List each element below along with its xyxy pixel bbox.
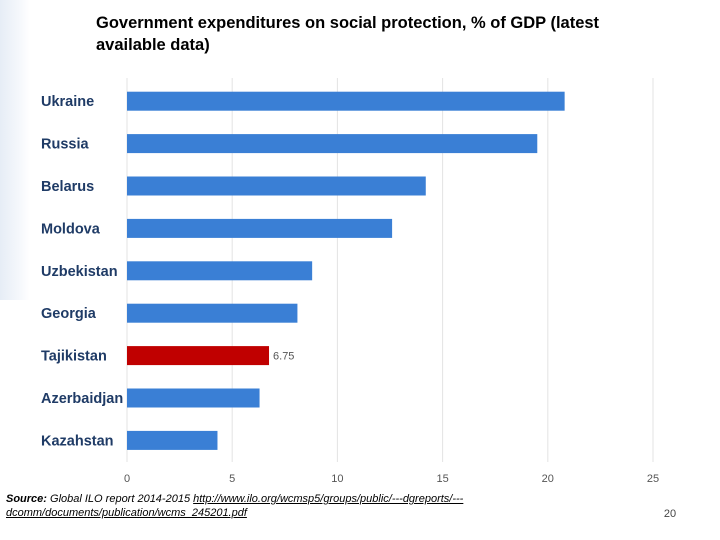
x-tick-label: 0	[124, 473, 130, 485]
data-labels: 6.75	[273, 351, 294, 363]
source-label: Source:	[6, 493, 47, 505]
x-tick-label: 20	[542, 473, 554, 485]
bar-uzbekistan	[127, 261, 313, 281]
page-number: 20	[663, 508, 677, 520]
bar-belarus	[127, 176, 426, 196]
category-label: Belarus	[41, 179, 94, 195]
category-label: Uzbekistan	[41, 264, 118, 280]
bar-tajikistan	[127, 346, 270, 366]
data-label: 6.75	[273, 351, 294, 363]
bar-azerbaidjan	[127, 388, 260, 408]
chart-title: Government expenditures on social protec…	[96, 14, 600, 54]
source-link[interactable]: http://www.ilo.org/wcmsp5/groups/public/…	[6, 493, 464, 519]
bar-georgia	[127, 303, 298, 323]
bar-moldova	[127, 218, 393, 238]
category-labels: Ukraine Russia Belarus Moldova Uzbekistan Geo…	[41, 94, 123, 449]
bars	[127, 91, 565, 450]
x-tick-label: 15	[436, 473, 448, 485]
category-label: Georgia	[41, 306, 97, 322]
category-label: Azerbaidjan	[41, 391, 123, 407]
category-label: Ukraine	[41, 94, 94, 110]
x-axis-tick-labels: 0 5 10 15 20 25	[124, 473, 659, 485]
bar-kazahstan	[127, 430, 218, 450]
category-label: Kazahstan	[41, 433, 114, 449]
x-tick-label: 5	[229, 473, 235, 485]
x-tick-label: 10	[331, 473, 343, 485]
category-label: Tajikistan	[41, 349, 107, 365]
category-label: Russia	[41, 137, 89, 153]
category-label-panel	[30, 80, 126, 460]
bar-ukraine	[127, 91, 565, 111]
category-label: Moldova	[41, 221, 101, 237]
bar-russia	[127, 134, 538, 154]
source-text: Global ILO report 2014-2015	[46, 493, 194, 505]
source-note: Source: Global ILO report 2014-2015 http…	[6, 492, 566, 520]
background-decoration	[0, 0, 30, 300]
x-tick-label: 25	[647, 473, 659, 485]
